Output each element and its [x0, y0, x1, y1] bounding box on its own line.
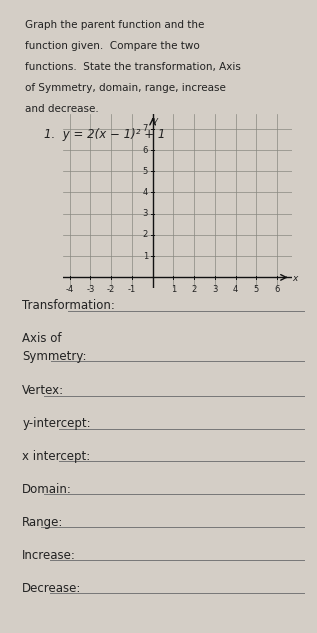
Text: Graph the parent function and the: Graph the parent function and the	[25, 20, 205, 30]
Text: Transformation:: Transformation:	[22, 299, 115, 313]
Text: functions.  State the transformation, Axis: functions. State the transformation, Axi…	[25, 62, 241, 72]
Text: Decrease:: Decrease:	[22, 582, 81, 595]
Text: Symmetry:: Symmetry:	[22, 350, 87, 363]
Text: 1: 1	[171, 285, 176, 294]
Text: 7: 7	[143, 124, 148, 134]
Text: 6: 6	[143, 146, 148, 154]
Text: Domain:: Domain:	[22, 483, 72, 496]
Text: function given.  Compare the two: function given. Compare the two	[25, 41, 200, 51]
Text: 6: 6	[275, 285, 280, 294]
Text: Axis of: Axis of	[22, 332, 62, 346]
Text: -1: -1	[128, 285, 136, 294]
Text: 5: 5	[143, 166, 148, 176]
Text: y-intercept:: y-intercept:	[22, 417, 91, 430]
Text: x: x	[292, 274, 297, 283]
Text: 4: 4	[233, 285, 238, 294]
Text: 4: 4	[143, 188, 148, 197]
Text: of Symmetry, domain, range, increase: of Symmetry, domain, range, increase	[25, 83, 226, 93]
Text: and decrease.: and decrease.	[25, 104, 99, 114]
Text: Range:: Range:	[22, 516, 64, 529]
Text: -2: -2	[107, 285, 115, 294]
Text: 2: 2	[191, 285, 197, 294]
Text: 1.  y = 2(x − 1)² + 1: 1. y = 2(x − 1)² + 1	[44, 128, 166, 141]
Text: Vertex:: Vertex:	[22, 384, 64, 398]
Text: 2: 2	[143, 230, 148, 239]
Text: 5: 5	[254, 285, 259, 294]
Text: 3: 3	[212, 285, 217, 294]
Text: -3: -3	[86, 285, 94, 294]
Text: y: y	[152, 116, 158, 125]
Text: 1: 1	[143, 252, 148, 261]
Text: 3: 3	[143, 210, 148, 218]
Text: x intercept:: x intercept:	[22, 450, 90, 463]
Text: -4: -4	[66, 285, 74, 294]
Text: Increase:: Increase:	[22, 549, 76, 562]
